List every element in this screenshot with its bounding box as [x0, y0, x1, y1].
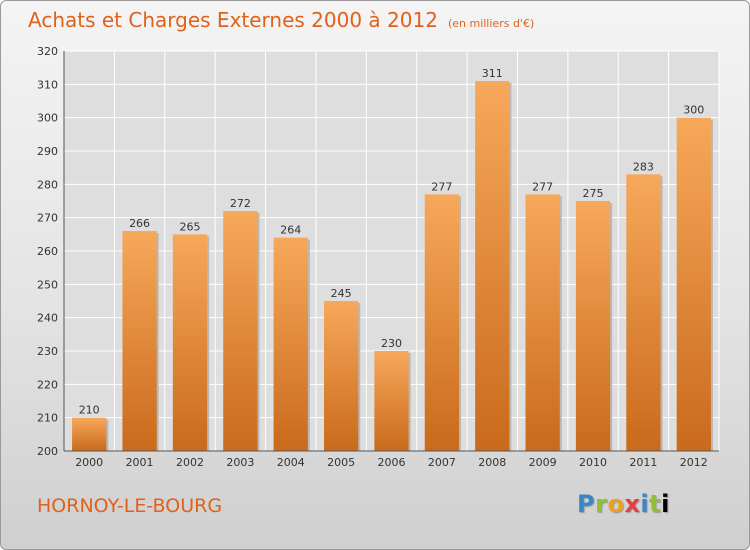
y-tick-label: 240	[37, 312, 58, 325]
chart-subtitle: (en milliers d'€)	[447, 17, 535, 30]
location-label: HORNOY-LE-BOURG	[37, 495, 223, 517]
bar	[575, 201, 611, 451]
bar	[626, 174, 661, 452]
logo-letter: t	[649, 490, 662, 518]
y-tick-label: 220	[37, 378, 58, 391]
y-tick-label: 320	[37, 45, 58, 58]
proxiti-logo: Proxiti	[577, 490, 670, 518]
y-tick-label: 290	[37, 145, 58, 158]
y-tick-label: 300	[37, 112, 58, 125]
bar-value-label: 272	[230, 197, 251, 210]
chart-title: Achats et Charges Externes 2000 à 2012 (e…	[28, 8, 534, 32]
y-tick-label: 210	[37, 412, 58, 425]
bar	[676, 117, 711, 452]
bar	[374, 351, 409, 451]
x-tick-label: 2004	[277, 456, 305, 469]
bar	[323, 301, 359, 451]
bar	[172, 234, 208, 451]
bar-value-label: 275	[583, 187, 604, 200]
x-tick-label: 2007	[428, 456, 456, 469]
y-tick-label: 230	[37, 345, 58, 358]
x-tick-label: 2005	[327, 456, 355, 469]
y-tick-label: 260	[37, 245, 58, 258]
x-tick-label: 2011	[629, 456, 657, 469]
x-tick-label: 2001	[126, 456, 154, 469]
logo-letter: i	[661, 490, 670, 518]
bar-value-label: 230	[381, 337, 402, 350]
bar-value-label: 283	[633, 160, 654, 173]
x-tick-label: 2008	[478, 456, 506, 469]
x-tick-label: 2012	[680, 456, 708, 469]
y-tick-label: 310	[37, 78, 58, 91]
bar-value-label: 311	[482, 67, 503, 80]
x-tick-label: 2000	[75, 456, 103, 469]
x-tick-label: 2009	[529, 456, 557, 469]
y-tick-label: 280	[37, 178, 58, 191]
bar-value-label: 265	[179, 220, 200, 233]
bar	[72, 417, 107, 451]
bar-value-label: 300	[683, 104, 704, 117]
bar-value-label: 245	[331, 287, 352, 300]
bar-value-label: 264	[280, 224, 301, 237]
bar	[273, 237, 308, 451]
y-tick-label: 270	[37, 212, 58, 225]
bar	[223, 211, 258, 451]
bar-value-label: 266	[129, 217, 150, 230]
bar	[122, 231, 157, 451]
chart-title-main: Achats et Charges Externes 2000 à 2012	[28, 8, 438, 32]
y-tick-label: 250	[37, 278, 58, 291]
logo-letter: x	[624, 490, 641, 518]
y-tick-label: 200	[37, 445, 58, 458]
bar	[475, 81, 510, 451]
x-tick-label: 2003	[226, 456, 254, 469]
logo-letter: i	[640, 490, 650, 518]
x-tick-label: 2006	[378, 456, 406, 469]
bar-value-label: 277	[532, 180, 553, 193]
bar	[525, 194, 560, 452]
bar-value-label: 210	[79, 404, 100, 417]
logo-letter: o	[607, 490, 625, 518]
bar	[424, 194, 460, 452]
bar-value-label: 277	[431, 180, 452, 193]
x-tick-label: 2002	[176, 456, 204, 469]
logo-letter: r	[595, 490, 608, 518]
x-tick-label: 2010	[579, 456, 607, 469]
logo-letter: P	[577, 490, 596, 518]
